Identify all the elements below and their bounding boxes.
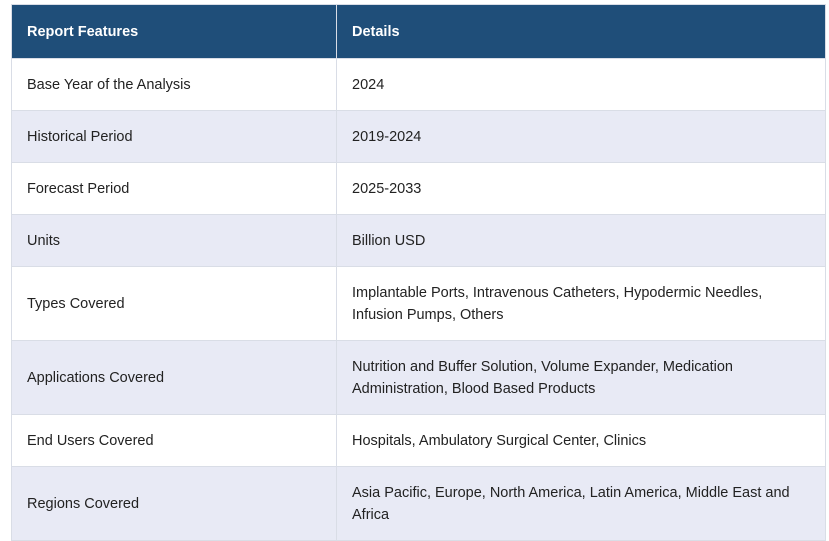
table-header-row: Report Features Details [11, 4, 826, 59]
feature-cell: Base Year of the Analysis [11, 58, 337, 111]
table-row: Historical Period 2019-2024 [11, 110, 826, 163]
table-row: Types Covered Implantable Ports, Intrave… [11, 266, 826, 341]
table-row: Regions Covered Asia Pacific, Europe, No… [11, 466, 826, 541]
feature-cell: End Users Covered [11, 414, 337, 467]
feature-cell: Regions Covered [11, 466, 337, 541]
table-row: End Users Covered Hospitals, Ambulatory … [11, 414, 826, 467]
feature-cell: Forecast Period [11, 162, 337, 215]
header-report-features: Report Features [11, 4, 337, 59]
table-row: Base Year of the Analysis 2024 [11, 58, 826, 111]
header-details: Details [336, 4, 826, 59]
details-cell: Asia Pacific, Europe, North America, Lat… [336, 466, 826, 541]
details-cell: 2025-2033 [336, 162, 826, 215]
feature-cell: Types Covered [11, 266, 337, 341]
feature-cell: Units [11, 214, 337, 267]
feature-cell: Applications Covered [11, 340, 337, 415]
table-row: Forecast Period 2025-2033 [11, 162, 826, 215]
report-features-table-container: Report Features Details Base Year of the… [11, 4, 826, 541]
table-row: Applications Covered Nutrition and Buffe… [11, 340, 826, 415]
details-cell: Hospitals, Ambulatory Surgical Center, C… [336, 414, 826, 467]
report-features-table: Report Features Details Base Year of the… [11, 4, 826, 541]
details-cell: 2024 [336, 58, 826, 111]
details-cell: Nutrition and Buffer Solution, Volume Ex… [336, 340, 826, 415]
details-cell: 2019-2024 [336, 110, 826, 163]
table-row: Units Billion USD [11, 214, 826, 267]
details-cell: Implantable Ports, Intravenous Catheters… [336, 266, 826, 341]
details-cell: Billion USD [336, 214, 826, 267]
feature-cell: Historical Period [11, 110, 337, 163]
